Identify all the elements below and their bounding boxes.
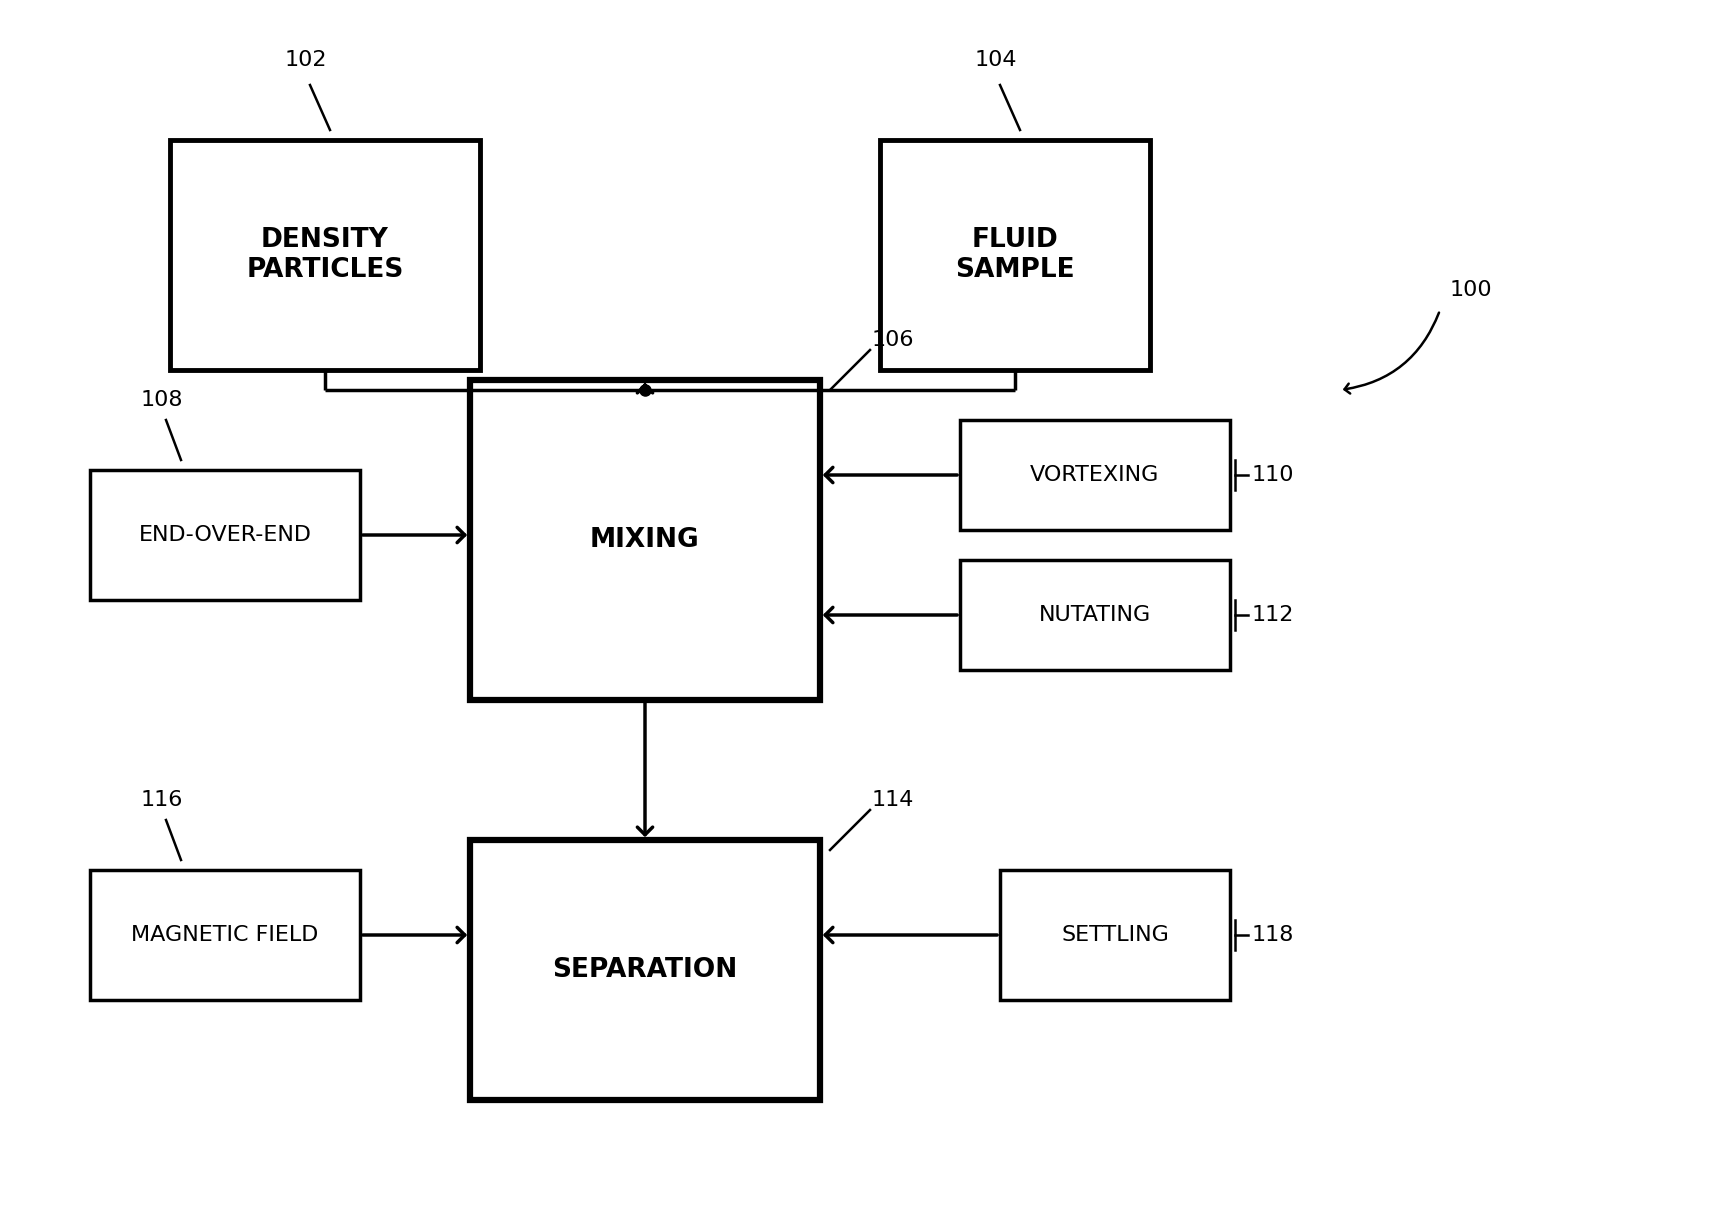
- Text: 100: 100: [1450, 280, 1493, 299]
- Text: MIXING: MIXING: [591, 528, 699, 553]
- Bar: [470, 380, 820, 699]
- Text: 112: 112: [1252, 605, 1295, 625]
- Bar: [470, 840, 820, 1099]
- Text: MAGNETIC FIELD: MAGNETIC FIELD: [131, 925, 319, 945]
- Text: 114: 114: [871, 790, 914, 810]
- Text: 118: 118: [1252, 925, 1295, 945]
- Text: END-OVER-END: END-OVER-END: [138, 525, 312, 545]
- Text: SEPARATION: SEPARATION: [553, 957, 737, 983]
- Bar: [170, 140, 480, 371]
- Text: 116: 116: [141, 790, 183, 810]
- Text: NUTATING: NUTATING: [1038, 605, 1150, 625]
- Bar: [90, 870, 360, 1000]
- Text: 104: 104: [975, 50, 1018, 70]
- Text: DENSITY
PARTICLES: DENSITY PARTICLES: [246, 227, 403, 283]
- Bar: [880, 140, 1150, 371]
- Text: 108: 108: [141, 390, 184, 410]
- Text: FLUID
SAMPLE: FLUID SAMPLE: [956, 227, 1075, 283]
- Text: 110: 110: [1252, 465, 1295, 485]
- Text: 106: 106: [871, 330, 914, 350]
- Text: SETTLING: SETTLING: [1061, 925, 1169, 945]
- Text: 102: 102: [286, 50, 327, 70]
- Bar: [959, 420, 1230, 530]
- Bar: [959, 560, 1230, 670]
- Bar: [1000, 870, 1230, 1000]
- Text: VORTEXING: VORTEXING: [1030, 465, 1159, 485]
- Bar: [90, 470, 360, 600]
